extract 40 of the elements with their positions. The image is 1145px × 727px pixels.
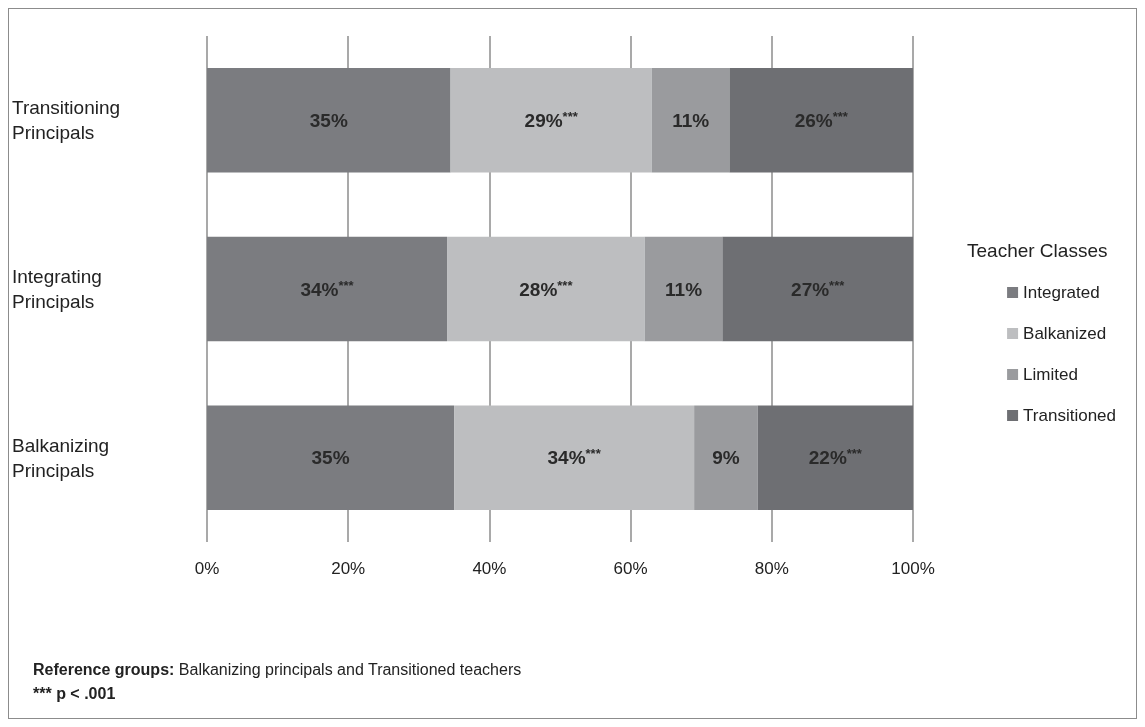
- bar: [207, 68, 451, 173]
- bar: [694, 405, 758, 510]
- legend-label: Limited: [1023, 365, 1078, 384]
- x-tick-label: 100%: [891, 559, 935, 578]
- data-label: 35%: [311, 447, 350, 469]
- bar: [207, 405, 455, 510]
- x-tick-label: 60%: [613, 559, 648, 578]
- bar: [651, 68, 730, 173]
- data-label: 11%: [665, 278, 703, 300]
- bar: [644, 236, 723, 342]
- text: *** p < .001: [33, 684, 116, 702]
- data-label: 22%***: [808, 446, 863, 469]
- bar: [447, 236, 645, 342]
- legend-label: Integrated: [1023, 283, 1100, 302]
- x-tick-label: 40%: [472, 559, 507, 578]
- y-tick-label: Balkanizing Principals: [12, 434, 115, 481]
- data-label: 27%***: [791, 277, 846, 300]
- data-label: 28%***: [519, 277, 574, 300]
- data-label: 34%***: [547, 446, 602, 469]
- x-tick-label: 20%: [331, 559, 366, 578]
- bar: [729, 68, 913, 173]
- data-label: 35%: [309, 109, 348, 131]
- bar: [207, 236, 448, 342]
- bar: [450, 68, 652, 173]
- y-tick-label: Transitioning Principals: [12, 97, 126, 144]
- bar: [722, 236, 913, 342]
- data-label: 9%: [712, 447, 740, 469]
- data-label: 26%***: [794, 108, 849, 131]
- data-label: 29%***: [524, 108, 579, 131]
- bar: [454, 405, 695, 510]
- x-tick-label: 0%: [194, 559, 220, 578]
- y-tick-label: Integrating Principals: [12, 266, 108, 312]
- x-tick-label: 80%: [754, 559, 789, 578]
- bar: [757, 405, 913, 510]
- data-label: 34%***: [300, 277, 355, 300]
- legend-label: Balkanized: [1023, 324, 1107, 343]
- text: Reference groups: Balkanizing principals and Transitioned teachers: [33, 660, 522, 678]
- data-label: 11%: [672, 109, 710, 131]
- legend-title: Teacher Classes: [967, 240, 1108, 261]
- legend-label: Transitioned: [1023, 406, 1116, 425]
